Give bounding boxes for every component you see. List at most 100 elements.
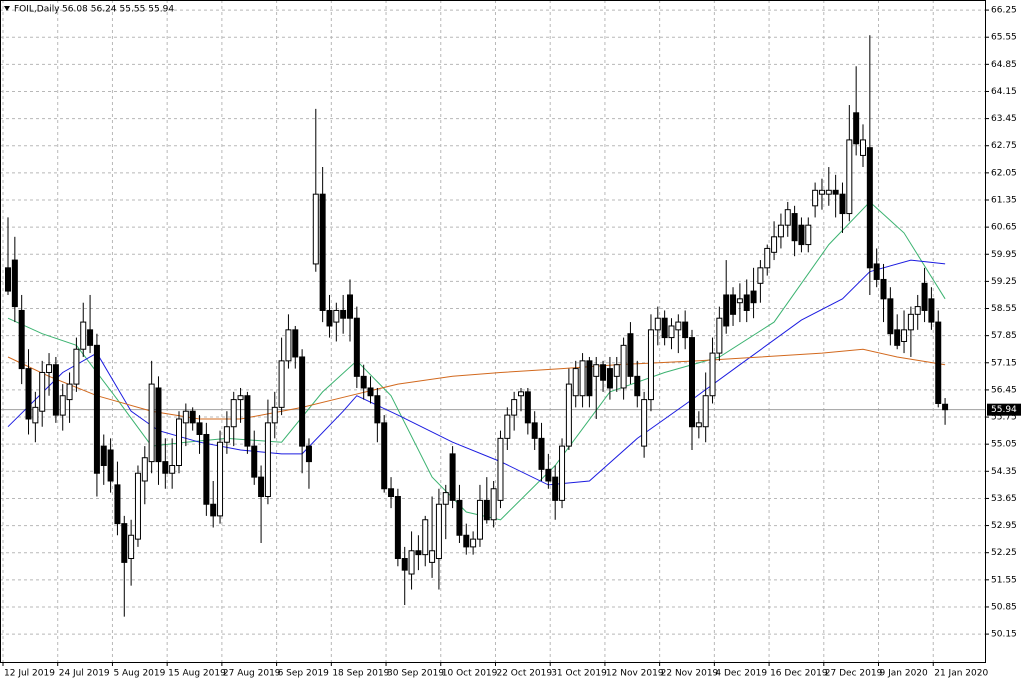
x-tick-label: 22 Nov 2019 <box>661 669 719 679</box>
candle-body <box>312 193 319 265</box>
candle-body <box>93 344 100 474</box>
y-tick-label: 64.15 <box>991 87 1017 97</box>
x-tick-label: 10 Oct 2019 <box>442 669 498 679</box>
x-tick-label: 21 Jan 2020 <box>934 669 988 679</box>
candle-body <box>196 422 203 435</box>
x-tick-label: 22 Oct 2019 <box>496 669 552 679</box>
candle-body <box>634 375 641 397</box>
candle-body <box>647 329 654 401</box>
candle-body <box>613 364 620 377</box>
candle-body <box>52 364 59 416</box>
candle-body <box>518 391 524 397</box>
candle-body <box>593 364 600 377</box>
candle-body <box>641 399 648 447</box>
candle-body <box>134 472 141 540</box>
candle-body <box>901 329 908 342</box>
plot-frame <box>0 0 986 663</box>
candle-body <box>777 224 784 238</box>
candle-body <box>353 317 360 377</box>
candle-body <box>791 213 798 242</box>
candle-body <box>907 313 914 331</box>
candle-body <box>818 189 825 195</box>
candle-body <box>326 309 333 327</box>
candle-body <box>66 383 73 401</box>
candle-body <box>87 329 94 346</box>
candle-body <box>381 422 388 490</box>
candle-body <box>866 147 873 269</box>
candle-body <box>668 325 675 339</box>
candle-body <box>285 329 292 362</box>
candle-body <box>689 337 695 428</box>
x-tick-label: 18 Sep 2019 <box>332 669 389 679</box>
candle-body <box>682 321 689 339</box>
candle-body <box>264 422 271 497</box>
candle-body <box>880 278 887 300</box>
y-tick-label: 50.15 <box>991 630 1017 640</box>
candle-body <box>483 499 490 521</box>
header-close: 55.94 <box>148 5 174 15</box>
y-tick-label: 64.85 <box>991 60 1017 70</box>
candle-body <box>401 558 408 571</box>
candle-body <box>894 329 901 346</box>
candle-body <box>415 550 422 556</box>
candle-body <box>825 189 832 195</box>
y-tick-label: 62.75 <box>991 141 1017 151</box>
candle-body <box>182 410 189 424</box>
candle-body <box>360 375 367 389</box>
candle-body <box>654 317 661 331</box>
candle-body <box>128 534 135 560</box>
y-tick-label: 50.85 <box>991 602 1017 612</box>
candle-body <box>942 403 949 411</box>
candle-body <box>545 468 552 482</box>
candle-body <box>100 445 107 466</box>
y-tick-label: 58.55 <box>991 304 1017 314</box>
candle-body <box>812 189 819 207</box>
candle-body <box>736 298 743 304</box>
moving-average-line <box>7 201 946 521</box>
candle-body <box>319 193 326 311</box>
candle-body <box>456 499 463 536</box>
candle-body <box>730 294 737 315</box>
candle-body <box>408 550 415 575</box>
candle-body <box>155 387 162 463</box>
candle-body <box>442 492 449 505</box>
candle-body <box>839 193 846 215</box>
candle-body <box>860 139 866 156</box>
y-tick-label: 59.25 <box>991 277 1017 287</box>
candle-body <box>702 395 709 428</box>
candle-body <box>114 484 121 525</box>
candle-body <box>805 224 812 246</box>
candle-body <box>935 321 942 404</box>
candle-body <box>873 263 880 280</box>
y-tick-label: 60.65 <box>991 223 1017 233</box>
last-price-label: 55.94 <box>991 405 1017 415</box>
candle-body <box>743 294 750 311</box>
x-tick-label: 16 Dec 2019 <box>770 669 828 679</box>
candle-body <box>80 321 87 350</box>
candle-body <box>559 445 566 501</box>
y-tick-label: 54.35 <box>991 467 1017 477</box>
y-tick-label: 59.95 <box>991 250 1017 260</box>
candle-body <box>497 437 504 501</box>
candle-body <box>586 360 593 397</box>
candle-body <box>394 496 401 560</box>
candles <box>5 35 949 617</box>
chart-title: FOIL,Daily <box>14 5 60 15</box>
y-tick-label: 65.55 <box>991 33 1017 43</box>
candle-body <box>230 399 237 428</box>
y-tick-label: 61.35 <box>991 195 1017 205</box>
y-tick-label: 66.25 <box>991 6 1017 16</box>
candle-body <box>853 112 860 145</box>
candle-body <box>490 488 497 521</box>
candle-body <box>695 422 702 428</box>
candle-body <box>237 395 244 401</box>
y-tick-label: 55.05 <box>991 440 1017 450</box>
candle-body <box>25 368 32 420</box>
candle-body <box>579 360 586 397</box>
header-ohlc: 56.08 56.24 55.55 55.94 <box>62 5 174 15</box>
candle-body <box>435 503 442 560</box>
candle-body <box>572 368 579 397</box>
candle-body <box>59 395 66 416</box>
candle-body <box>374 395 381 424</box>
